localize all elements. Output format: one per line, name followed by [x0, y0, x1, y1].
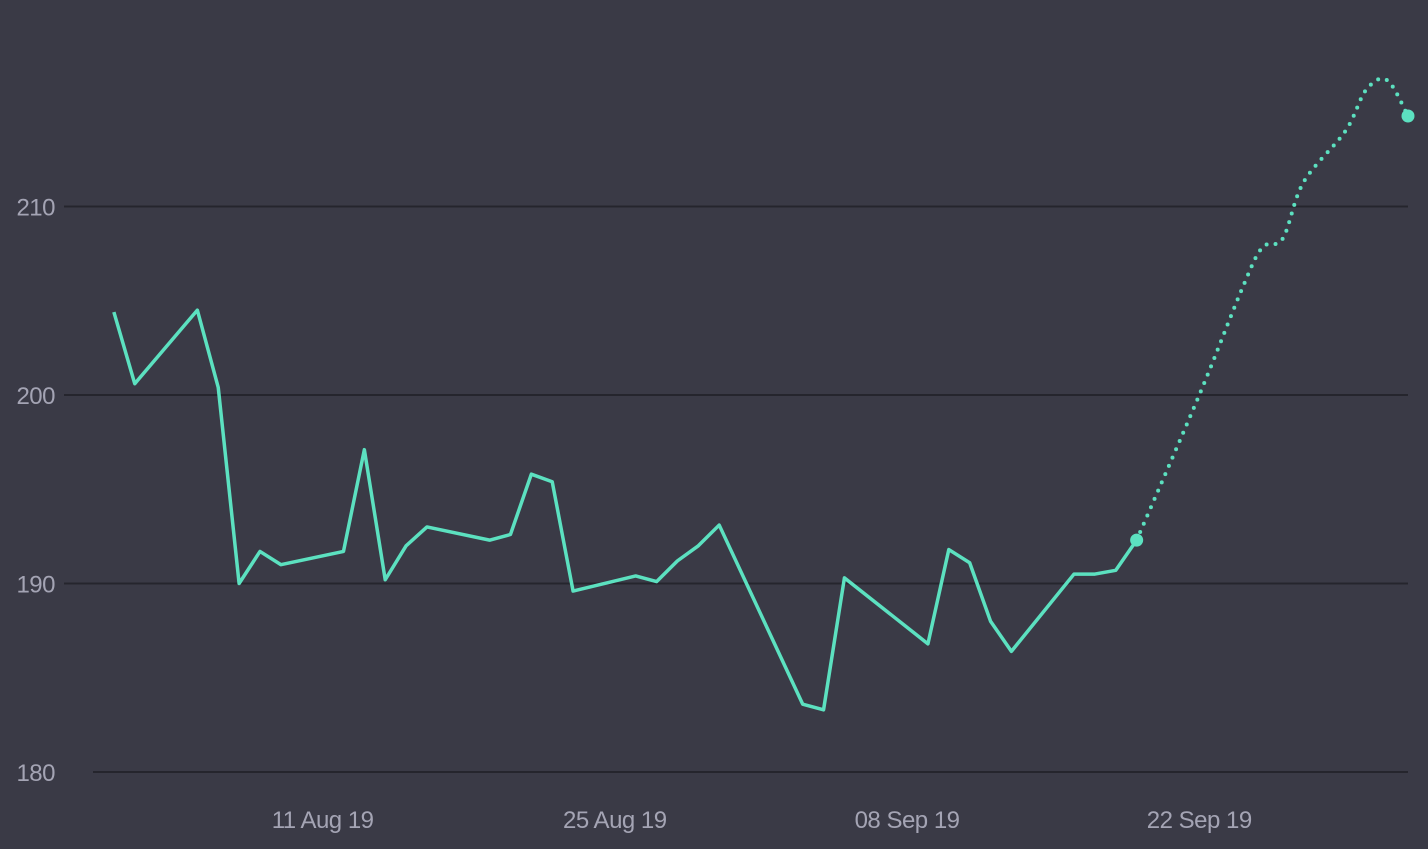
y-tick-label-200: 200 — [16, 383, 55, 410]
data-marker-1 — [1401, 109, 1415, 123]
gridlines — [64, 205, 1408, 773]
y-tick-label-190: 190 — [16, 572, 55, 599]
data-markers — [1130, 109, 1415, 547]
x-tick-label-1: 25 Aug 19 — [563, 807, 667, 834]
data-series — [112, 76, 1410, 712]
price-series-line — [112, 308, 1139, 712]
x-tick-label-3: 22 Sep 19 — [1147, 807, 1252, 834]
y-tick-label-180: 180 — [16, 760, 55, 787]
x-tick-label-0: 11 Aug 19 — [272, 807, 374, 834]
y-tick-label-210: 210 — [16, 195, 55, 222]
x-axis-tick-labels: 11 Aug 19 25 Aug 19 08 Sep 19 22 Sep 19 — [272, 807, 1253, 834]
forecast-series-line — [1134, 76, 1410, 543]
y-axis-tick-labels: 180 190 200 210 — [16, 195, 55, 788]
data-marker-0 — [1130, 533, 1144, 547]
x-tick-label-2: 08 Sep 19 — [855, 807, 960, 834]
